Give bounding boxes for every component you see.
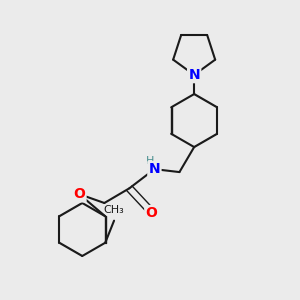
- Text: N: N: [188, 68, 200, 82]
- Text: N: N: [148, 162, 160, 176]
- Text: H: H: [146, 156, 154, 166]
- Text: CH₃: CH₃: [104, 205, 124, 215]
- Text: O: O: [74, 187, 85, 201]
- Text: O: O: [146, 206, 158, 220]
